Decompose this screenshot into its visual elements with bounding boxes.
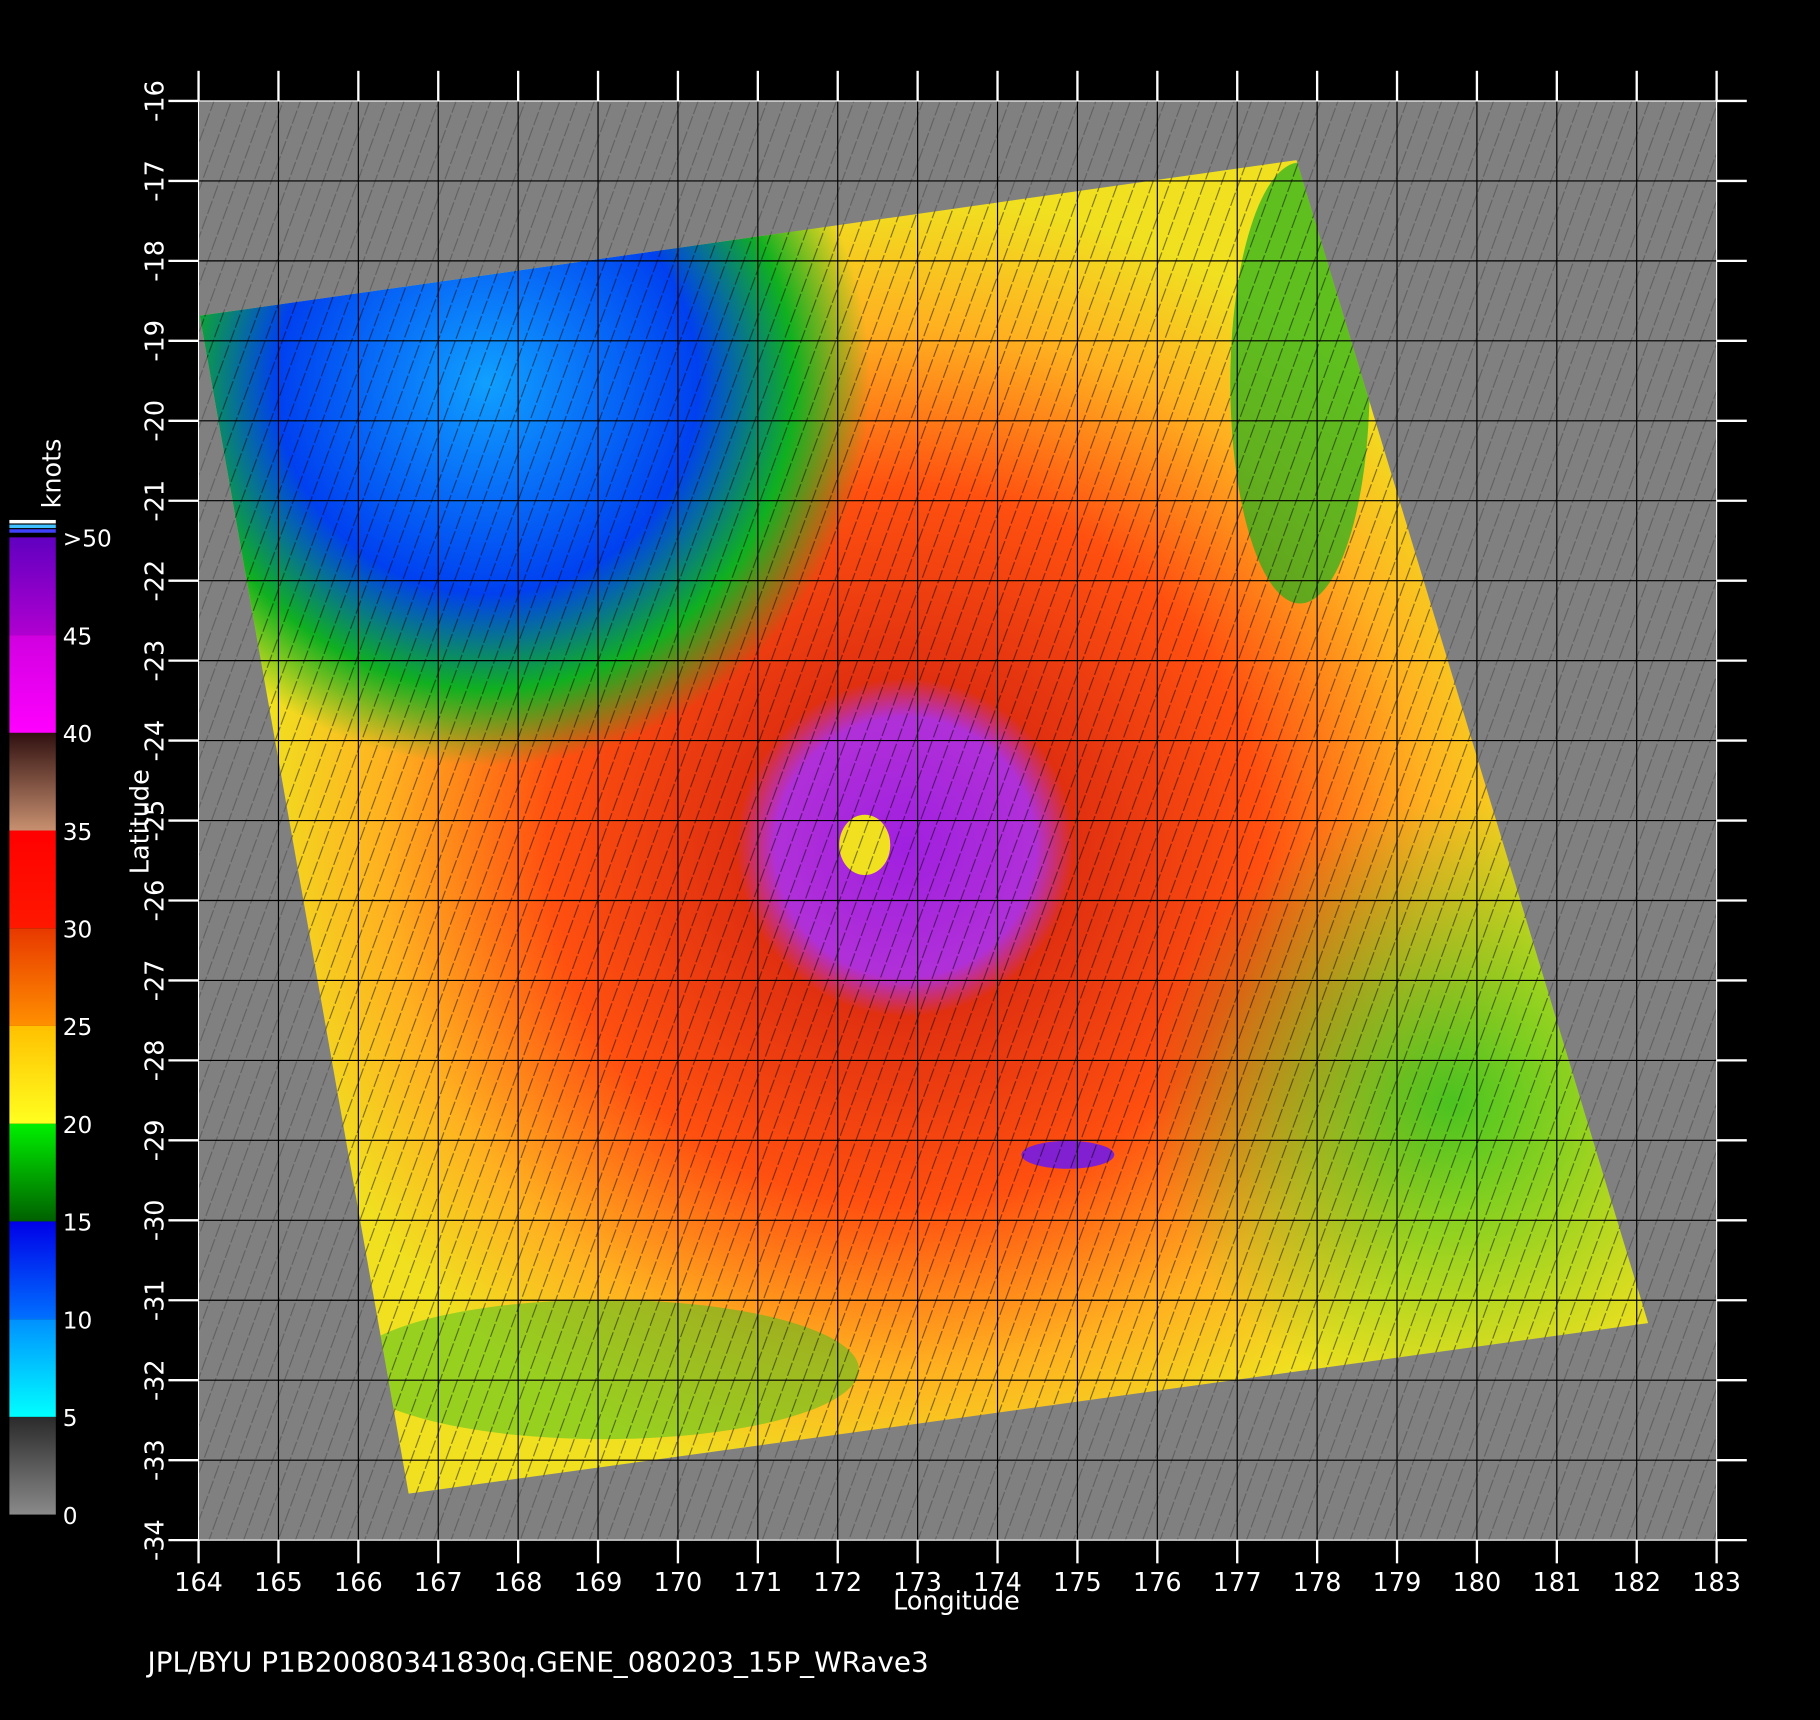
- colorbar-band: [9, 928, 56, 1026]
- y-tick-label: -32: [141, 1359, 171, 1401]
- colorbar-tick-label: >50: [63, 526, 112, 553]
- colorbar-tick-label: 40: [63, 721, 93, 748]
- x-tick-label: 172: [813, 1568, 862, 1598]
- axes: 164 165 166 167 168 169 170 171 172 173 174 175 176 1…: [141, 70, 1747, 1598]
- y-tick-label: -21: [141, 480, 171, 522]
- x-tick-label: 178: [1293, 1568, 1342, 1598]
- y-tick-label: -24: [141, 720, 171, 762]
- x-tick-label: 182: [1612, 1568, 1661, 1598]
- x-tick-label: 170: [654, 1568, 703, 1598]
- x-tick-label: 165: [254, 1568, 303, 1598]
- x-tick-label: 179: [1373, 1568, 1422, 1598]
- y-tick-label: -31: [141, 1279, 171, 1321]
- colorbar-band: [9, 1025, 56, 1124]
- y-axis-label: Latitude: [126, 769, 156, 874]
- x-tick-label: 183: [1692, 1568, 1741, 1598]
- colorbar: 0 5 10 15 20 25 30 35 40 45 >50: [9, 526, 112, 1530]
- y-tick-label: -25: [141, 800, 171, 842]
- colorbar-tick-label: 35: [63, 819, 93, 846]
- x-tick-label: 166: [334, 1568, 383, 1598]
- y-tick-label: -30: [141, 1199, 171, 1241]
- colorbar-tick-label: 15: [63, 1210, 93, 1237]
- x-tick-label: 169: [574, 1568, 623, 1598]
- y-tick-label: -17: [141, 160, 171, 202]
- colorbar-cap: [9, 529, 56, 533]
- colorbar-band: [9, 1319, 56, 1417]
- x-tick-label: 173: [893, 1568, 942, 1598]
- colorbar-tick-label: 0: [63, 1503, 78, 1530]
- plot-frame: [197, 100, 1718, 1541]
- y-tick-label: -22: [141, 560, 171, 602]
- x-tick-label: 175: [1053, 1568, 1102, 1598]
- x-tick-label: 176: [1133, 1568, 1182, 1598]
- colorbar-tick-label: 25: [63, 1014, 93, 1041]
- x-tick-label: 180: [1453, 1568, 1502, 1598]
- y-tick-label: -18: [141, 240, 171, 282]
- y-tick-label: -34: [141, 1519, 171, 1561]
- colorbar-tick-label: 20: [63, 1112, 93, 1139]
- x-tick-label: 181: [1532, 1568, 1581, 1598]
- y-tick-label: -16: [141, 80, 171, 122]
- colorbar-title: knots: [37, 439, 67, 509]
- x-tick-label: 168: [494, 1568, 543, 1598]
- y-tick-label: -28: [141, 1040, 171, 1082]
- y-tick-label: -19: [141, 320, 171, 362]
- colorbar-tick-label: 10: [63, 1307, 93, 1334]
- footer: JPL/BYU P1B20080341830q.GENE_080203_15P_…: [145, 1645, 928, 1678]
- colorbar-tick-label: 30: [63, 917, 93, 944]
- x-tick-label: 174: [973, 1568, 1022, 1598]
- colorbar-band: [9, 830, 56, 929]
- x-tick-label: 167: [414, 1568, 463, 1598]
- y-tick-label: -27: [141, 960, 171, 1002]
- colorbar-tick-label: 5: [63, 1405, 78, 1432]
- y-tick-label: -33: [141, 1439, 171, 1481]
- colorbar-band: [9, 732, 56, 831]
- colorbar-band: [9, 1123, 56, 1222]
- y-tick-label: -20: [141, 400, 171, 442]
- colorbar-cap: [9, 524, 56, 529]
- colorbar-tick-label: 45: [63, 623, 93, 650]
- y-tick-label: -26: [141, 880, 171, 922]
- x-tick-label: 177: [1213, 1568, 1262, 1598]
- y-tick-label: -23: [141, 640, 171, 682]
- y-tick-label: -29: [141, 1120, 171, 1162]
- colorbar-band: [9, 1221, 56, 1320]
- x-tick-label: 171: [733, 1568, 782, 1598]
- x-axis-label: Longitude: [893, 1587, 1020, 1617]
- x-tick-label: 164: [174, 1568, 223, 1598]
- colorbar-cap: [9, 519, 56, 524]
- colorbar-band: [9, 635, 56, 733]
- colorbar-band: [9, 1416, 56, 1515]
- colorbar-band: [9, 537, 56, 636]
